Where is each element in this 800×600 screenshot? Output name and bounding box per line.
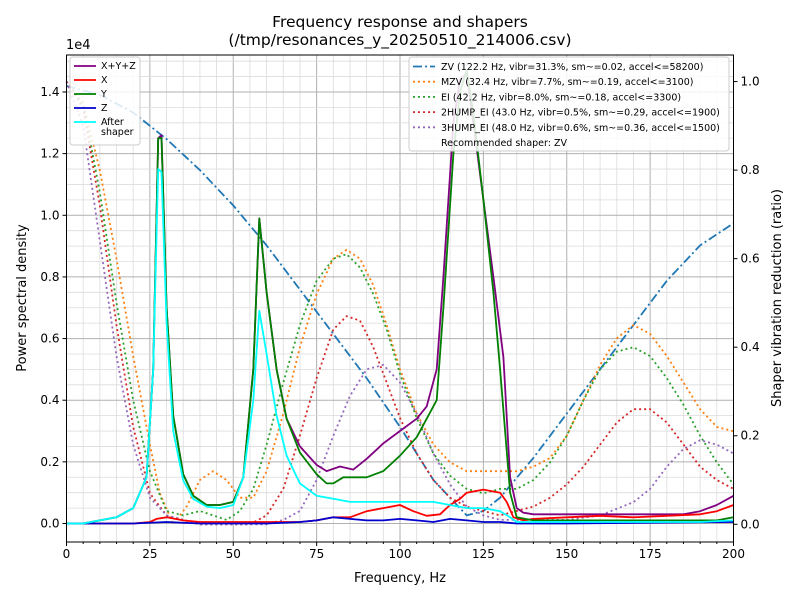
x-tick-label: 0: [63, 547, 71, 561]
legend-shaper-label-3: 2HUMP_EI (43.0 Hz, vibr=0.5%, sm~=0.29, …: [441, 108, 720, 119]
y-left-tick-label: 0.6: [40, 332, 59, 346]
legend-shapers: ZV (122.2 Hz, vibr=31.3%, sm~=0.02, acce…: [408, 56, 730, 152]
x-tick-label: 100: [389, 547, 412, 561]
legend-psd-label-4: After: [101, 117, 124, 128]
legend-shaper-label-4: 3HUMP_EI (48.0 Hz, vibr=0.6%, sm~=0.36, …: [441, 123, 720, 134]
y-right-tick-label: 0.6: [741, 252, 760, 266]
y-offset-label: 1e4: [66, 38, 91, 53]
shaper-line-4: [65, 81, 734, 526]
y-right-tick-label: 0.0: [741, 517, 760, 531]
shaper-line-0: [66, 85, 734, 517]
y-right-tick-label: 0.2: [741, 429, 760, 443]
chart-subtitle: (/tmp/resonances_y_20250510_214006.csv): [228, 31, 571, 50]
legend-psd-label-3: Z: [101, 103, 108, 114]
y-left-tick-label: 1.2: [40, 147, 59, 161]
shaper-line-3: [65, 81, 734, 526]
legend-psd-label-0: X+Y+Z: [101, 61, 136, 72]
y-right-tick-label: 0.4: [741, 340, 760, 354]
x-tick-label: 150: [555, 547, 578, 561]
legend-psd-label-2: Y: [100, 89, 107, 100]
legend-psd-frame: [69, 56, 141, 146]
y-left-tick-label: 0.0: [40, 517, 59, 531]
y-left-tick-label: 1.4: [40, 85, 59, 99]
y-left-tick-label: 0.8: [40, 270, 59, 284]
y-left-tick-label: 1.0: [40, 208, 59, 222]
plot-lines: [65, 69, 735, 527]
legend-shaper-label-2: EI (42.2 Hz, vibr=8.0%, sm~=0.18, accel<…: [441, 92, 681, 103]
x-axis-ticks: 0 25 50 75 100 125 150 175 200: [63, 542, 745, 561]
y-right-tick-label: 0.8: [741, 163, 760, 177]
legend-shaper-label-0: ZV (122.2 Hz, vibr=31.3%, sm~=0.02, acce…: [441, 62, 703, 73]
legend-recommended-shaper: Recommended shaper: ZV: [441, 138, 567, 149]
y-left-tick-label: 0.2: [40, 455, 59, 469]
psd-line-3: [66, 516, 734, 525]
x-axis-label: Frequency, Hz: [354, 571, 446, 586]
x-tick-label: 175: [639, 547, 662, 561]
chart-title: Frequency response and shapers: [272, 13, 528, 31]
legend-shaper-label-1: MZV (32.4 Hz, vibr=7.7%, sm~=0.19, accel…: [441, 77, 693, 88]
left-axis-ticks: 0.0 0.2 0.4 0.6 0.8 1.0 1.2 1.4: [40, 85, 67, 531]
shaper-line-2: [65, 81, 735, 521]
x-tick-label: 25: [142, 547, 157, 561]
x-tick-label: 125: [472, 547, 495, 561]
x-tick-label: 75: [309, 547, 324, 561]
psd-line-1: [66, 488, 734, 525]
y-right-tick-label: 1.0: [741, 75, 760, 89]
right-axis-ticks: 0.0 0.2 0.4 0.6 0.8 1.0: [733, 75, 760, 531]
right-axis-label: Shaper vibration reduction (ratio): [770, 189, 785, 407]
shaper-line-1: [65, 81, 734, 527]
x-tick-label: 50: [226, 547, 241, 561]
legend-psd-label-1: X: [101, 75, 108, 86]
y-left-tick-label: 0.4: [40, 393, 59, 407]
legend-shapers-frame: [408, 56, 730, 152]
psd-line-4: [66, 168, 734, 525]
x-tick-label: 200: [722, 547, 745, 561]
left-axis-label: Power spectral density: [15, 224, 30, 372]
legend-psd-label-4: shaper: [101, 127, 134, 138]
